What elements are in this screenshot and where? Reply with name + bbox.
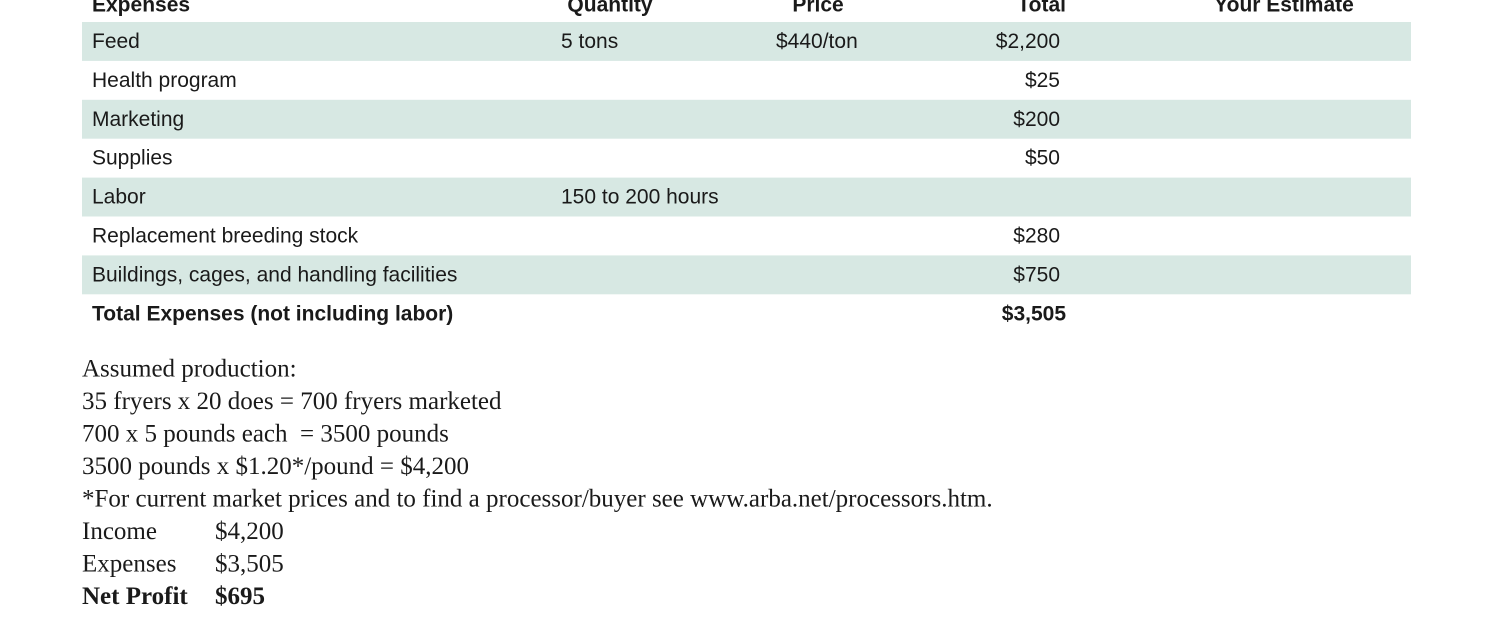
cell: $2,200 bbox=[996, 30, 1060, 53]
cell: $440/ton bbox=[776, 30, 858, 53]
cell: 150 to 200 hours bbox=[561, 186, 719, 209]
note-line: 700 x 5 pounds each = 3500 pounds bbox=[82, 421, 449, 448]
row-shade bbox=[82, 99, 1411, 139]
column-header: Expenses bbox=[92, 0, 190, 17]
total-value: $3,505 bbox=[1002, 302, 1067, 325]
cell: $280 bbox=[1013, 224, 1060, 247]
column-header: Price bbox=[792, 0, 843, 17]
cell: $750 bbox=[1013, 263, 1060, 286]
cell: Supplies bbox=[92, 147, 173, 170]
note-line: Assumed production: bbox=[82, 356, 297, 383]
cell: Health program bbox=[92, 69, 237, 92]
summary-label: Expenses bbox=[82, 551, 176, 578]
cell: $200 bbox=[1013, 108, 1060, 131]
summary-label: Net Profit bbox=[82, 583, 188, 610]
cell: Feed bbox=[92, 30, 140, 53]
cell: Marketing bbox=[92, 108, 184, 131]
row-shade bbox=[82, 22, 1411, 61]
row-shade bbox=[82, 177, 1411, 217]
summary-value: $4,200 bbox=[215, 518, 284, 545]
note-line: 3500 pounds x $1.20*/pound = $4,200 bbox=[82, 453, 469, 480]
cell: Buildings, cages, and handling facilitie… bbox=[92, 263, 457, 286]
row-shade bbox=[82, 255, 1411, 295]
summary-value: $695 bbox=[215, 583, 265, 610]
column-header: Quantity bbox=[567, 0, 652, 17]
summary-value: $3,505 bbox=[215, 551, 284, 578]
summary-label: Income bbox=[82, 518, 157, 545]
total-label: Total Expenses (not including labor) bbox=[92, 302, 453, 325]
cell: 5 tons bbox=[561, 30, 618, 53]
note-line: 35 fryers x 20 does = 700 fryers markete… bbox=[82, 388, 502, 415]
note-line: *For current market prices and to find a… bbox=[82, 486, 993, 513]
column-header: Your Estimate bbox=[1214, 0, 1354, 17]
cell: Replacement breeding stock bbox=[92, 224, 359, 247]
cell: $50 bbox=[1025, 147, 1060, 170]
cell: Labor bbox=[92, 186, 146, 209]
cell: $25 bbox=[1025, 69, 1060, 92]
column-header: Total bbox=[1017, 0, 1066, 17]
